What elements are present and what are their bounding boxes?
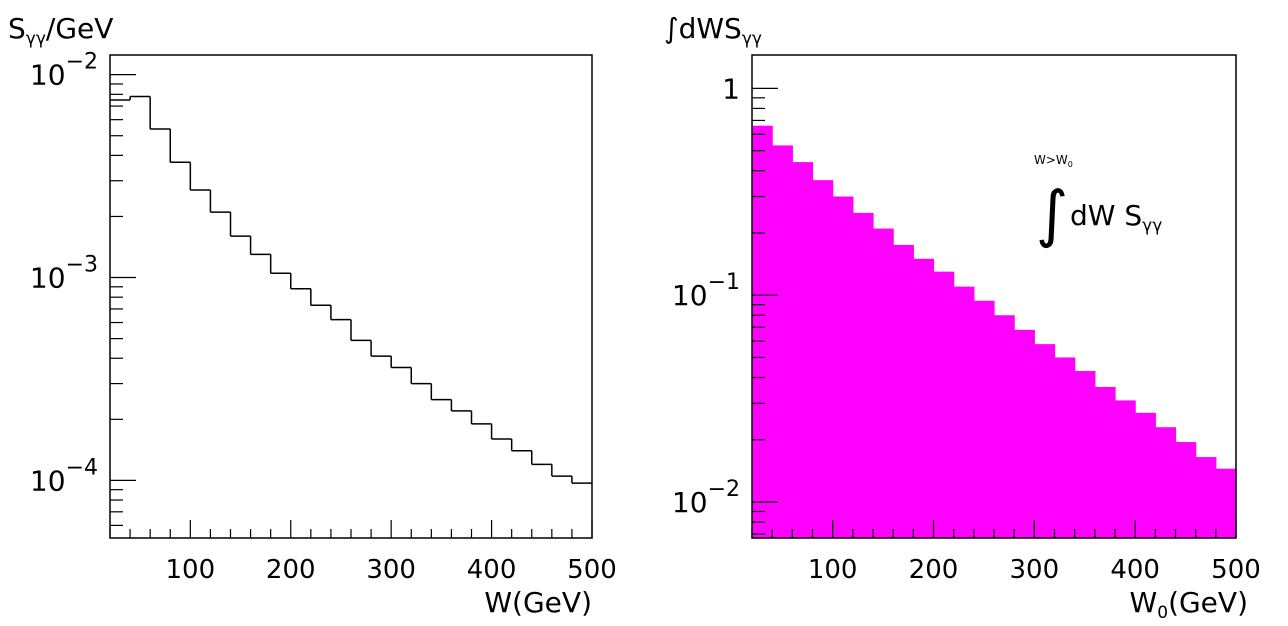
left-y-tick-label: 10−2: [30, 50, 98, 92]
right-bin-bar: [873, 228, 894, 539]
integral-annotation: W>W0 ∫ dW Sγγ: [1034, 153, 1162, 250]
right-x-tick-label: 200: [909, 555, 959, 585]
right-y-tick-label: 10−2: [672, 477, 740, 519]
annotation-upper-limit: W>W0: [1034, 153, 1073, 169]
right-x-tick-label: 300: [1010, 555, 1060, 585]
right-y-axis-label: ∫dWSγγ: [664, 12, 762, 49]
right-bin-bar: [893, 244, 914, 539]
right-histogram: [752, 125, 1237, 539]
left-plot-frame: [109, 54, 593, 539]
right-y-tick-label: 10−1: [672, 270, 740, 312]
right-bin-bar: [1014, 329, 1035, 538]
right-bin-bar: [1034, 344, 1056, 538]
left-axes: 100 200 300 400 500 10−2 10−3 10−4: [30, 50, 617, 585]
right-bin-bar: [1054, 357, 1076, 538]
right-bin-bar: [994, 315, 1015, 538]
right-bin-bar: [852, 212, 874, 538]
right-bin-bar: [953, 286, 975, 538]
right-bin-bar: [832, 196, 854, 538]
right-x-tick-label: 400: [1110, 555, 1160, 585]
left-x-axis-label: W(GeV): [484, 586, 592, 619]
right-bin-bar: [973, 300, 995, 538]
left-histogram: [110, 95, 592, 484]
left-x-tick-label: 200: [266, 555, 316, 585]
right-bin-bar: [1195, 457, 1217, 538]
right-bin-bar: [1215, 468, 1237, 538]
left-y-tick-label: 10−3: [30, 253, 98, 295]
right-bin-bar: [752, 125, 773, 539]
left-y-tick-label: 10−4: [30, 455, 98, 497]
right-axes: 100 200 300 400 500 1 10−1 10−2: [672, 72, 1261, 585]
right-x-tick-label: 500: [1211, 555, 1261, 585]
left-x-tick-label: 300: [366, 555, 416, 585]
right-bin-bar: [1094, 386, 1116, 538]
annotation-main: dW Sγγ: [1070, 199, 1162, 236]
left-x-tick-label: 400: [467, 555, 517, 585]
right-x-axis-label: W0(GeV): [1130, 586, 1248, 623]
right-y-tick-label: 1: [722, 72, 740, 105]
right-bin-bar: [772, 145, 793, 538]
right-bin-bar: [1115, 400, 1136, 538]
right-x-tick-label: 100: [808, 555, 858, 585]
right-bin-bar: [1155, 427, 1177, 538]
left-x-tick-label: 100: [166, 555, 216, 585]
right-bin-bar: [913, 258, 935, 538]
right-bin-bar: [1074, 371, 1096, 538]
right-bin-bar: [1135, 412, 1156, 538]
right-bin-bar: [933, 271, 955, 538]
right-bin-bar: [812, 180, 834, 539]
left-chart: 100 200 300 400 500 10−2 10−3 10−4 Sγγ/GeV W(Ge…: [8, 12, 617, 619]
right-bin-bar: [792, 162, 814, 538]
left-x-tick-label: 500: [567, 555, 617, 585]
integral-symbol: ∫: [1036, 177, 1068, 250]
left-y-axis-label: Sγγ/GeV: [8, 12, 113, 49]
right-bin-bar: [1175, 442, 1197, 538]
